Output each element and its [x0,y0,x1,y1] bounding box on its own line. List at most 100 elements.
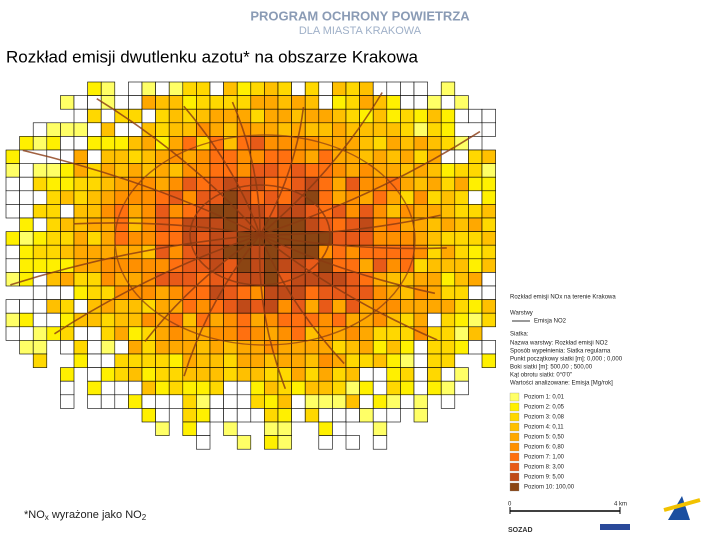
grid-cell [182,81,197,96]
grid-cell [413,149,428,164]
grid-cell [87,394,102,409]
grid-cell [481,231,496,246]
grid-cell [481,353,496,368]
grid-cell [128,380,143,396]
grid-cell [236,95,252,110]
grid-cell [386,244,401,260]
grid-cell [250,95,265,110]
grid-cell [440,394,456,409]
grid-cell [141,190,156,205]
grid-cell [264,136,279,151]
grid-cell [60,367,75,382]
grid-cell [440,380,456,396]
grid-cell [386,326,401,341]
grid-cell [304,408,320,423]
grid-cell [427,258,442,273]
grid-cell [386,136,401,151]
grid-cell [114,95,129,110]
grid-cell [468,244,483,260]
legend-level: Poziom 10: 100,00 [524,485,575,491]
footnote: *NOx wyrażone jako NO2 [24,509,147,522]
grid-cell [468,136,483,151]
grid-cell [32,340,48,355]
legend-swatch [509,392,520,402]
grid-cell [5,258,20,273]
legend-info: Nazwa warstwy: Rozkład emisji NO2 [510,341,608,347]
grid-cell [400,136,415,151]
grid-cell [264,299,279,314]
grid-cell [46,136,61,151]
grid-cell [468,231,483,246]
grid-cell [209,394,224,409]
grid-cell [318,367,333,382]
grid-cell [427,95,442,110]
grid-cell [100,340,116,355]
grid-cell [223,326,238,341]
grid-cell [277,95,292,110]
grid-cell [318,408,333,423]
grid-cell [155,326,170,341]
grid-cell [359,340,374,355]
grid-cell [332,122,347,137]
grid-cell [291,81,306,96]
grid-cell [168,176,184,192]
grid-cell [73,108,88,124]
grid-cell [454,367,469,382]
grid-cell [468,312,483,328]
grid-cell [386,380,401,396]
grid-cell [114,367,129,382]
grid-cell [155,163,170,178]
grid-cell [481,190,496,205]
grid-cell [46,176,61,192]
grid-cell [277,149,292,164]
grid-cell [291,367,306,382]
grid-cell [182,421,197,436]
grid-cell [332,244,347,260]
grid-cell [100,149,116,164]
grid-cell [128,231,143,246]
grid-cell [250,394,265,409]
grid-cell [60,122,75,137]
grid-cell [182,272,197,287]
grid-cell [46,244,61,260]
grid-cell [182,176,197,192]
grid-cell [277,408,292,423]
grid-cell [32,353,48,368]
grid-cell [114,149,129,164]
grid-cell [400,81,415,96]
grid-cell [386,122,401,137]
header-program: PROGRAM OCHRONY POWIETRZA [250,8,470,23]
grid-cell [386,176,401,192]
grid-cell [386,258,401,273]
grid-cell [114,122,129,137]
grid-cell [413,258,428,273]
grid-cell [141,231,156,246]
grid-cell [196,299,211,314]
grid-cell [32,258,48,273]
slide-title: Rozkład emisji dwutlenku azotu* na obsza… [6,47,419,66]
grid-cell [223,299,238,314]
grid-cell [345,176,360,192]
grid-cell [345,380,360,396]
grid-cell [236,149,252,164]
grid-cell [291,204,306,219]
grid-cell [168,367,184,382]
grid-cell [100,394,116,409]
grid-cell [168,394,184,409]
grid-cell [318,380,333,396]
grid-cell [155,95,170,110]
legend-level: Poziom 7: 1,00 [524,455,565,461]
grid-cell [332,299,347,314]
grid-cell [454,108,469,124]
grid-cell [454,204,469,219]
grid-cell [223,149,238,164]
grid-cell [60,176,75,192]
grid-cell [277,81,292,96]
grid-cell [5,299,20,314]
grid-cell [291,353,306,368]
grid-cell [250,380,265,396]
grid-cell [60,217,75,232]
legend-level: Poziom 1: 0,01 [524,395,565,401]
grid-cell [413,285,428,300]
